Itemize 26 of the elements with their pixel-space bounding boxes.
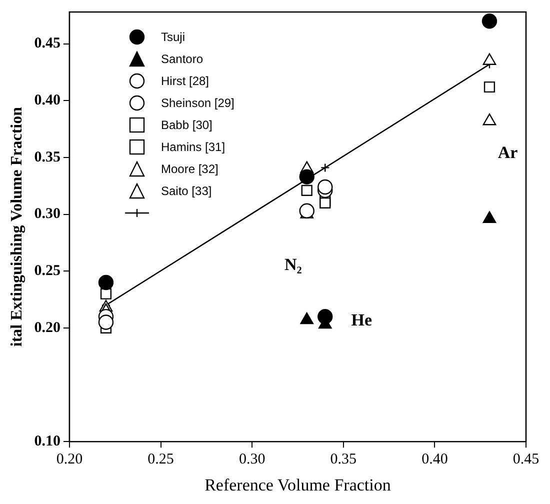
- annotation: Ar: [498, 143, 518, 162]
- legend-label: Tsuji: [161, 30, 186, 44]
- y-tick-label: 0.30: [34, 206, 60, 222]
- legend-label: Sheinson [29]: [161, 96, 234, 110]
- y-tick-label: 0.25: [34, 263, 60, 279]
- x-axis-title: Reference Volume Fraction: [204, 475, 392, 494]
- x-tick-label: 0.30: [238, 452, 266, 468]
- legend-label: Hamins [31]: [161, 140, 226, 154]
- y-axis-title: ital Extinguishing Volume Fraction: [8, 106, 26, 347]
- x-tick-label: 0.35: [330, 452, 357, 468]
- y-tick-label: 0.10: [34, 433, 60, 450]
- legend-label: Santoro: [161, 52, 204, 66]
- x-tick-label: 0.25: [148, 452, 174, 468]
- x-tick-label: 0.45: [512, 452, 540, 468]
- y-tick-label: 0.35: [34, 149, 60, 166]
- legend-label: Hirst [28]: [161, 74, 210, 88]
- y-tick-label: 0.45: [34, 36, 60, 52]
- legend-label: Babb [30]: [161, 118, 212, 132]
- x-tick-label: 0.40: [422, 452, 448, 468]
- legend-label: Saito [33]: [161, 184, 212, 198]
- x-tick-label: 0.20: [56, 452, 83, 468]
- annotation: N₂: [284, 254, 302, 274]
- y-tick-label: 0.20: [34, 320, 60, 336]
- annotation: He: [351, 310, 372, 330]
- legend-label: Moore [32]: [161, 162, 218, 176]
- y-tick-label: 0.40: [34, 92, 60, 109]
